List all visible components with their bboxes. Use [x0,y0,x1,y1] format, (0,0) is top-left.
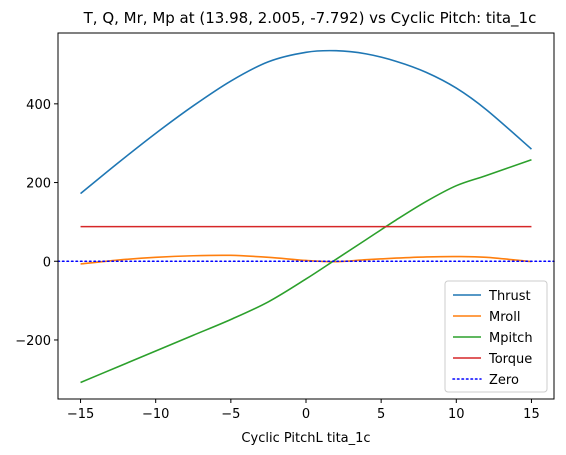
y-tick-label: −200 [15,334,51,349]
series-line-thrust [80,49,532,195]
chart-title: T, Q, Mr, Mp at (13.98, 2.005, -7.792) v… [83,9,537,28]
legend-label-thrust: Thrust [488,289,531,304]
x-tick-label: 5 [377,407,385,422]
x-tick-label: −10 [142,407,169,422]
legend-box [444,280,548,393]
x-tick-label: 0 [302,407,310,422]
series-line-mroll [80,254,532,265]
legend: Thrust Mroll Mpitch Torque Zero [444,280,548,393]
legend-label-torque: Torque [488,352,532,367]
y-axis: −200 0 200 400 [15,98,58,349]
x-tick-label: −15 [67,407,94,422]
y-tick-label: 400 [26,98,51,113]
x-axis-label: Cyclic PitchL tita_1c [241,431,370,446]
plot-area [57,49,555,384]
x-axis: −15 −10 −5 0 5 10 15 [67,399,540,422]
legend-label-zero: Zero [489,373,519,388]
series-line-mpitch [80,158,532,384]
x-tick-label: −5 [221,407,240,422]
legend-label-mpitch: Mpitch [489,331,533,346]
x-tick-label: 15 [523,407,540,422]
legend-label-mroll: Mroll [489,310,520,325]
y-tick-label: 0 [43,255,51,270]
x-tick-label: 10 [448,407,465,422]
y-tick-label: 200 [26,177,51,192]
